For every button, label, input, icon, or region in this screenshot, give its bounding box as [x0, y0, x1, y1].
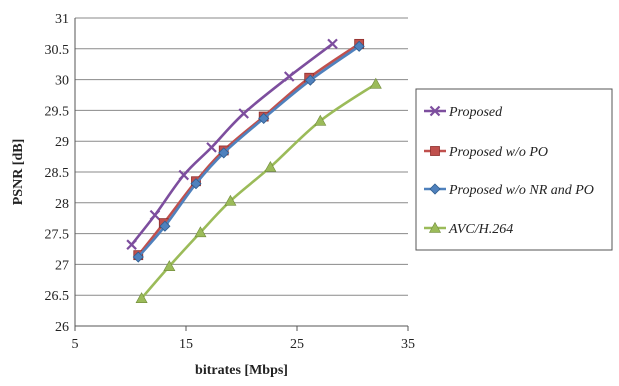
data-point-proposed-w-o-nr-and-po: [132, 251, 144, 263]
data-point-proposed-w-o-nr-and-po: [190, 178, 202, 190]
data-point-avc-h-264: [314, 114, 327, 126]
y-tick-label: 31: [55, 12, 69, 27]
data-point-proposed: [327, 38, 338, 50]
legend: Proposed Proposed w/o PO Proposed w/o NR a…: [415, 88, 613, 251]
legend-item-proposed-w-o-po: Proposed w/o PO: [424, 145, 548, 160]
tick-labels: 26 26.5 27 27.5 28 28.5 29 29.5 30 30.5 31 5 15 25 35: [45, 12, 416, 352]
grid-layer: [75, 17, 408, 327]
data-point-avc-h-264: [264, 160, 277, 172]
data-point-proposed: [238, 108, 249, 119]
data-point-proposed: [206, 142, 217, 153]
y-tick-label: 30.5: [45, 43, 70, 58]
x-tick-label: 5: [72, 337, 79, 352]
legend-box: [415, 88, 613, 251]
x-tick-label: 25: [290, 337, 304, 352]
legend-label: AVC/H.264: [448, 222, 513, 237]
y-tick-label: 26.5: [45, 289, 70, 304]
series-line-proposed-w-o-po: [137, 42, 360, 256]
legend-item-proposed-w-o-nr-and-po: Proposed w/o NR and PO: [424, 183, 594, 198]
y-tick-label: 28: [55, 197, 69, 212]
series-line-avc-h-264: [140, 82, 377, 300]
x-axis-title: bitrates [Mbps]: [195, 363, 288, 378]
data-point-proposed-w-o-nr-and-po: [353, 40, 365, 52]
y-tick-label: 30: [55, 74, 69, 89]
data-point-proposed-w-o-nr-and-po: [258, 112, 270, 124]
series-proposed-w-o-nr-and-po: [132, 40, 365, 263]
legend-swatch-marker: [429, 105, 441, 117]
series-line-proposed-w-o-nr-and-po: [137, 45, 360, 258]
x-tick-label: 15: [179, 337, 193, 352]
data-point-proposed-w-o-nr-and-po: [218, 147, 230, 159]
data-point-avc-h-264: [224, 194, 237, 206]
data-point-proposed: [178, 169, 190, 181]
y-tick-label: 26: [55, 320, 69, 335]
data-point-proposed: [149, 209, 161, 221]
legend-item-avc-h-264: AVC/H.264: [424, 221, 513, 237]
data-point-proposed: [283, 71, 295, 82]
data-point-avc-h-264: [163, 260, 176, 271]
y-tick-label: 29: [55, 135, 69, 150]
legend-label: Proposed: [448, 105, 503, 120]
legend-swatch-marker: [428, 221, 442, 233]
data-point-avc-h-264: [369, 77, 382, 89]
legend-item-proposed: Proposed: [424, 105, 503, 120]
y-tick-label: 27.5: [45, 228, 70, 243]
data-point-avc-h-264: [135, 292, 148, 303]
axes-layer: [74, 18, 409, 331]
legend-label: Proposed w/o NR and PO: [448, 183, 594, 198]
y-axis-title: PSNR [dB]: [11, 139, 26, 206]
x-tick-label: 35: [401, 337, 415, 352]
series-avc-h-264: [135, 77, 382, 303]
y-tick-label: 27: [55, 258, 69, 273]
y-tick-label: 29.5: [45, 104, 70, 119]
data-point-proposed-w-o-nr-and-po: [304, 74, 316, 86]
data-point-proposed: [126, 239, 137, 250]
legend-swatch-marker: [429, 183, 441, 195]
data-point-avc-h-264: [194, 226, 207, 238]
data-point-proposed-w-o-nr-and-po: [159, 220, 171, 232]
legend-label: Proposed w/o PO: [448, 145, 548, 160]
y-tick-label: 28.5: [45, 166, 70, 181]
series-proposed: [126, 38, 338, 250]
legend-swatch-marker: [430, 146, 440, 156]
series-layer: [126, 38, 382, 303]
